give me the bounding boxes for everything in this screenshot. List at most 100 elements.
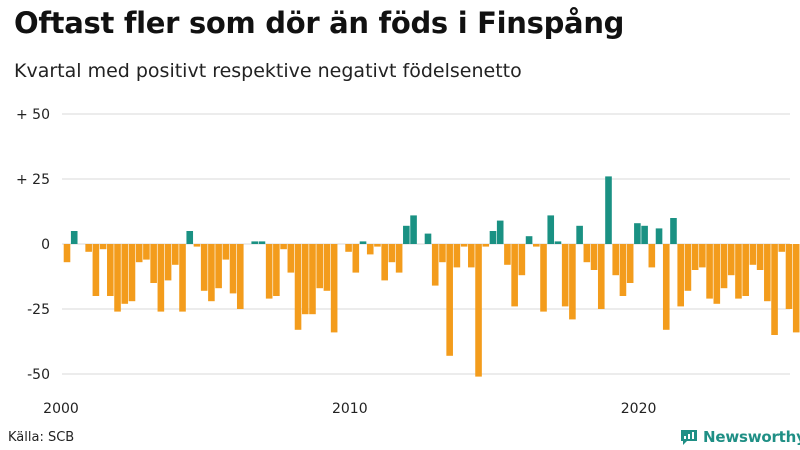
bar	[677, 244, 684, 307]
bar	[114, 244, 121, 312]
bar	[626, 244, 634, 283]
bar	[670, 218, 677, 244]
bar	[273, 244, 280, 296]
bar	[374, 244, 381, 247]
bar	[410, 215, 417, 244]
bar	[164, 244, 172, 281]
bar	[439, 244, 446, 263]
bar	[323, 244, 331, 291]
bar	[316, 244, 323, 289]
bar	[605, 176, 612, 244]
bar	[662, 244, 670, 330]
bar	[576, 225, 583, 244]
bar	[128, 244, 136, 302]
bar	[720, 244, 728, 289]
bar	[641, 225, 648, 244]
y-tick-label: 0	[41, 237, 50, 253]
bar	[352, 244, 360, 273]
bar	[258, 241, 266, 244]
bar	[388, 244, 396, 263]
bar	[583, 244, 591, 263]
bar	[172, 244, 179, 265]
bar	[778, 244, 786, 252]
bar	[540, 244, 547, 312]
bar	[460, 244, 468, 247]
x-tick-label: 2000	[43, 401, 79, 417]
y-axis-ticks: + 50 + 25 0 -25 -50	[16, 107, 50, 383]
bar	[186, 231, 194, 244]
chart-title: Oftast fler som dör än föds i Finspång	[14, 6, 625, 40]
bar	[395, 244, 403, 273]
bar	[706, 244, 713, 299]
bar	[208, 244, 215, 302]
bar	[533, 244, 540, 247]
bar	[684, 244, 692, 291]
bar	[150, 244, 157, 283]
bars	[63, 176, 800, 377]
bar	[215, 244, 222, 289]
bar	[70, 231, 78, 244]
bar	[280, 244, 287, 250]
bar	[345, 244, 352, 252]
bar	[179, 244, 186, 312]
bar	[547, 215, 555, 244]
bar	[193, 244, 201, 247]
bar	[222, 244, 230, 260]
bar	[619, 244, 627, 296]
bar	[309, 244, 316, 315]
bar	[453, 244, 461, 268]
bar	[301, 244, 309, 315]
bar	[381, 244, 388, 281]
bar	[612, 244, 620, 276]
chart-subtitle: Kvartal med positivt respektive negativt…	[14, 60, 522, 82]
bar	[785, 244, 793, 309]
bar	[561, 244, 569, 307]
bar	[648, 244, 656, 268]
x-tick-label: 2010	[332, 401, 368, 417]
bar	[742, 244, 749, 296]
bar	[403, 225, 410, 244]
bar	[424, 233, 432, 244]
bar	[504, 244, 511, 265]
bar	[251, 241, 259, 244]
bar	[85, 244, 92, 252]
y-tick-label: + 50	[16, 107, 50, 123]
brand-logo: Newsworthy	[680, 426, 800, 448]
bar	[143, 244, 150, 260]
bar	[330, 244, 338, 333]
newsworthy-logo-icon	[681, 430, 697, 445]
bar	[63, 244, 71, 263]
bar	[359, 241, 367, 244]
bar	[569, 244, 576, 320]
bar	[691, 244, 699, 270]
bar	[713, 244, 721, 304]
bar	[756, 244, 764, 270]
bar	[135, 244, 143, 263]
bar	[482, 244, 490, 247]
bar	[554, 241, 562, 244]
bar	[518, 244, 526, 276]
bar	[727, 244, 735, 276]
bar	[525, 236, 533, 244]
bar	[496, 220, 504, 244]
bar	[99, 244, 107, 250]
bar	[157, 244, 165, 312]
bar	[475, 244, 482, 377]
bar	[597, 244, 605, 309]
bar	[655, 228, 663, 244]
bar	[735, 244, 742, 299]
bar	[229, 244, 237, 294]
bar	[366, 244, 374, 255]
brand-name: Newsworthy	[703, 428, 800, 446]
y-tick-label: -25	[27, 302, 50, 318]
bar	[634, 223, 641, 244]
bar	[92, 244, 100, 296]
x-tick-label: 2020	[621, 401, 657, 417]
y-tick-label: -50	[27, 367, 50, 383]
bar	[699, 244, 706, 268]
bar	[764, 244, 771, 302]
bar	[468, 244, 475, 268]
bar	[446, 244, 453, 356]
bar	[287, 244, 295, 273]
